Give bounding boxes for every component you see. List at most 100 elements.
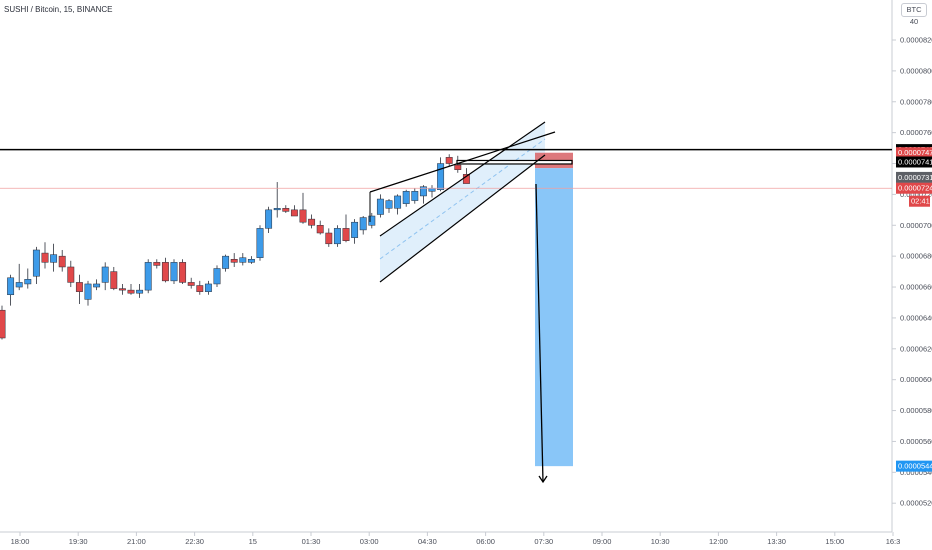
- candle-body: [368, 215, 376, 226]
- y-tick-label: 0.0000780: [900, 97, 932, 106]
- y-tick-label: 0.0000660: [900, 283, 932, 292]
- y-axis: 0.0000820 0.0000800 0.0000780 0.0000760 0.00…: [892, 36, 932, 508]
- x-tick-label: 06:00: [476, 537, 495, 546]
- x-tick-label: 15:00: [825, 537, 844, 546]
- candle-body: [136, 289, 144, 294]
- candle-body: [316, 225, 324, 234]
- price-badge-label: 0.0000741: [898, 157, 932, 166]
- candle-body: [161, 262, 169, 282]
- y-tick-label: 0.0000600: [900, 375, 932, 384]
- price-badge-label: 0.0000747: [898, 148, 932, 157]
- y-tick-label: 0.0000820: [900, 36, 932, 45]
- x-tick-label: 04:30: [418, 537, 437, 546]
- x-tick-label: 09:00: [593, 537, 612, 546]
- price-badge: [909, 195, 930, 207]
- candle-body: [196, 285, 204, 292]
- candle-body: [153, 262, 161, 266]
- channel-upper-line: [379, 121, 546, 237]
- price-badge: [896, 156, 932, 168]
- support-marker-line: [456, 159, 573, 165]
- candle-body: [187, 282, 195, 286]
- candle-body: [273, 208, 281, 211]
- y-tick-label: 0.0000680: [900, 252, 932, 261]
- candle-body: [101, 266, 109, 283]
- candle-body: [385, 200, 393, 209]
- candle-body: [411, 191, 419, 201]
- candle-body: [437, 163, 445, 191]
- candle-body: [41, 252, 49, 263]
- candle-body: [110, 271, 118, 289]
- y-tick-label: 0.0000620: [900, 344, 932, 353]
- y-tick-label: 0.0000580: [900, 406, 932, 415]
- candle-body: [308, 218, 316, 226]
- candle-body: [170, 262, 178, 282]
- x-tick-label: 21:00: [127, 537, 146, 546]
- y-tick-label: 0.0000700: [900, 221, 932, 230]
- wedge-line: [369, 131, 556, 193]
- drawings-layer: [379, 122, 573, 467]
- candle-body: [67, 266, 75, 283]
- candle-body: [230, 258, 238, 263]
- y-tick-label: 0.0000520: [900, 499, 932, 508]
- x-tick-label: 16:3: [886, 537, 901, 546]
- candle-body: [24, 279, 32, 285]
- candle-body: [144, 262, 152, 291]
- candle-body: [342, 228, 350, 241]
- x-tick-label: 19:30: [69, 537, 88, 546]
- x-axis: 18:00 19:30 21:00 22:30 15 01:30 03:00 04:30 06:…: [11, 532, 901, 546]
- candle-body: [265, 209, 273, 229]
- candle-body: [333, 228, 341, 245]
- candle-body: [325, 232, 333, 245]
- price-badges: 0.00007490.00007470.00007410.00007310.00…: [896, 144, 932, 472]
- candle-body: [394, 195, 402, 209]
- candle-body: [7, 277, 15, 296]
- candle-body: [222, 255, 230, 269]
- price-badge-label: 0.0000731: [898, 173, 932, 182]
- price-badge-label: 02:41: [911, 197, 930, 206]
- x-tick-label: 01:30: [302, 537, 321, 546]
- candle-body: [213, 268, 221, 285]
- candle-body: [359, 217, 367, 231]
- x-tick-label: 12:00: [709, 537, 728, 546]
- y-tick-label: 0.0000540: [900, 468, 932, 477]
- x-tick-label: 13:30: [767, 537, 786, 546]
- candle-body: [239, 257, 247, 263]
- candle-body: [118, 288, 126, 291]
- candle-body: [282, 208, 290, 212]
- candle-body: [15, 282, 23, 288]
- candle-body: [127, 289, 135, 294]
- candle-body: [179, 262, 187, 283]
- candle-body: [0, 309, 6, 339]
- candle-body: [204, 283, 212, 292]
- candle-body: [256, 228, 264, 258]
- y-tick-label: 0.0000560: [900, 437, 932, 446]
- candle-body: [428, 187, 436, 192]
- x-tick-label: 22:30: [185, 537, 204, 546]
- x-tick-label: 07:30: [534, 537, 553, 546]
- overlay-lines-layer: [0, 121, 892, 484]
- price-badge: [896, 147, 932, 159]
- x-tick-label: 03:00: [360, 537, 379, 546]
- candle-body: [376, 198, 384, 215]
- take-profit-zone: [535, 168, 573, 467]
- candle-body: [454, 164, 462, 170]
- candle-body: [402, 191, 410, 204]
- candle-body: [32, 249, 40, 277]
- x-tick-label: 15: [249, 537, 257, 546]
- candle-body: [445, 157, 453, 164]
- y-tick-label: 0.0000640: [900, 313, 932, 322]
- price-badge-label: 0.0000544: [898, 462, 932, 471]
- candle-body: [247, 258, 255, 263]
- price-badge-label: 0.0000724: [898, 184, 932, 193]
- candle-body: [93, 283, 101, 288]
- currency-button[interactable]: BTC 40: [901, 3, 927, 26]
- candle-body: [419, 186, 427, 197]
- candle-body: [84, 283, 92, 300]
- channel-midline: [379, 138, 546, 260]
- channel-lower-line: [379, 154, 546, 283]
- price-badge: [896, 182, 932, 194]
- price-badge: [896, 460, 932, 472]
- candle-body: [299, 209, 307, 223]
- projection-arrow-line: [535, 183, 544, 483]
